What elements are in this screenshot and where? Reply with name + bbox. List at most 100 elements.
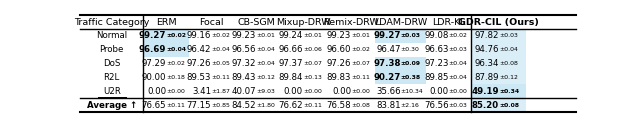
Text: 99.23: 99.23	[232, 31, 257, 40]
Text: ±2.16: ±2.16	[401, 103, 420, 108]
Text: 96.63: 96.63	[424, 45, 449, 54]
Bar	[143, 29, 189, 43]
Bar	[471, 84, 526, 98]
Text: ±0.07: ±0.07	[303, 61, 322, 66]
Text: ±0.85: ±0.85	[211, 103, 230, 108]
Text: ±0.05: ±0.05	[211, 61, 230, 66]
Text: ±0.07: ±0.07	[351, 61, 370, 66]
Text: Probe: Probe	[100, 45, 124, 54]
Text: Remix-DRW: Remix-DRW	[323, 18, 379, 27]
Text: 90.27: 90.27	[373, 73, 401, 82]
Text: ±0.08: ±0.08	[351, 103, 370, 108]
Text: ±0.04: ±0.04	[166, 47, 186, 52]
Text: ±0.01: ±0.01	[257, 33, 275, 38]
Text: ±0.11: ±0.11	[303, 103, 322, 108]
Text: 96.56: 96.56	[232, 45, 257, 54]
Text: 99.27: 99.27	[138, 31, 166, 40]
Text: ±0.06: ±0.06	[303, 47, 322, 52]
Text: ±10.34: ±10.34	[401, 89, 423, 94]
Bar	[471, 29, 526, 43]
Text: Normal: Normal	[96, 31, 127, 40]
Text: ±9.03: ±9.03	[257, 89, 275, 94]
Text: 99.23: 99.23	[326, 31, 351, 40]
Text: ±0.00: ±0.00	[303, 89, 322, 94]
Text: ±0.34: ±0.34	[499, 89, 519, 94]
Text: ±0.13: ±0.13	[303, 75, 322, 80]
Text: 96.60: 96.60	[326, 45, 351, 54]
Text: Mixup-DRW: Mixup-DRW	[276, 18, 330, 27]
Text: ±0.01: ±0.01	[351, 33, 370, 38]
Text: 97.32: 97.32	[232, 59, 257, 68]
Text: U2R: U2R	[103, 87, 121, 96]
Text: 97.29: 97.29	[141, 59, 166, 68]
Text: ±0.04: ±0.04	[499, 47, 518, 52]
Text: 99.16: 99.16	[187, 31, 211, 40]
Text: ±0.04: ±0.04	[449, 61, 468, 66]
Text: ±0.01: ±0.01	[303, 33, 322, 38]
Text: 0.00: 0.00	[429, 87, 449, 96]
Text: 89.83: 89.83	[326, 73, 351, 82]
Text: ±0.00: ±0.00	[166, 89, 185, 94]
Text: 89.84: 89.84	[278, 73, 303, 82]
Bar	[375, 57, 426, 71]
Bar	[471, 71, 526, 84]
Text: ±0.03: ±0.03	[449, 103, 468, 108]
Text: 89.53: 89.53	[187, 73, 211, 82]
Text: 85.20: 85.20	[472, 101, 499, 110]
Text: GDR-CIL (Ours): GDR-CIL (Ours)	[458, 18, 540, 27]
Text: ±0.18: ±0.18	[166, 75, 185, 80]
Text: 96.42: 96.42	[187, 45, 211, 54]
Text: ±0.04: ±0.04	[257, 47, 275, 52]
Bar	[375, 29, 426, 43]
Text: ±0.08: ±0.08	[499, 61, 518, 66]
Text: 99.24: 99.24	[278, 31, 303, 40]
Text: ±0.11: ±0.11	[166, 103, 185, 108]
Text: 83.81: 83.81	[376, 101, 401, 110]
Text: 35.66: 35.66	[376, 87, 401, 96]
Text: 97.37: 97.37	[278, 59, 303, 68]
Text: 84.52: 84.52	[232, 101, 257, 110]
Text: 97.26: 97.26	[187, 59, 211, 68]
Text: ±0.03: ±0.03	[449, 47, 468, 52]
Text: ±0.04: ±0.04	[449, 75, 468, 80]
Text: ±0.04: ±0.04	[257, 61, 275, 66]
Text: 94.76: 94.76	[474, 45, 499, 54]
Bar	[471, 98, 526, 112]
Text: 76.58: 76.58	[326, 101, 351, 110]
Text: ±0.08: ±0.08	[499, 103, 519, 108]
Text: 89.85: 89.85	[424, 73, 449, 82]
Text: ±0.03: ±0.03	[499, 33, 518, 38]
Text: 97.38: 97.38	[373, 59, 401, 68]
Text: 96.47: 96.47	[376, 45, 401, 54]
Text: 97.26: 97.26	[326, 59, 351, 68]
Text: 89.43: 89.43	[232, 73, 257, 82]
Text: Traffic Category: Traffic Category	[74, 18, 149, 27]
Text: Average ↑: Average ↑	[86, 101, 137, 110]
Bar	[471, 57, 526, 71]
Text: 76.62: 76.62	[278, 101, 303, 110]
Text: ±1.87: ±1.87	[211, 89, 230, 94]
Text: ±0.02: ±0.02	[166, 61, 185, 66]
Text: LDR-KL: LDR-KL	[432, 18, 465, 27]
Bar	[471, 43, 526, 57]
Bar	[471, 84, 526, 98]
Text: ±0.02: ±0.02	[166, 33, 186, 38]
Text: ±0.11: ±0.11	[351, 75, 370, 80]
Text: 87.89: 87.89	[474, 73, 499, 82]
Text: ±0.30: ±0.30	[401, 47, 420, 52]
Text: ±0.00: ±0.00	[449, 89, 468, 94]
Text: ±0.02: ±0.02	[351, 47, 370, 52]
Text: LDAM-DRW: LDAM-DRW	[374, 18, 428, 27]
Text: 77.15: 77.15	[187, 101, 211, 110]
Text: R2L: R2L	[104, 73, 120, 82]
Text: ±0.09: ±0.09	[401, 61, 420, 66]
Text: 76.65: 76.65	[141, 101, 166, 110]
Bar	[375, 71, 426, 84]
Text: ±0.11: ±0.11	[211, 75, 230, 80]
Text: ±1.80: ±1.80	[257, 103, 275, 108]
Text: 96.69: 96.69	[139, 45, 166, 54]
Text: 0.00: 0.00	[332, 87, 351, 96]
Text: ±0.02: ±0.02	[211, 33, 230, 38]
Text: 40.07: 40.07	[232, 87, 257, 96]
Text: 3.41: 3.41	[192, 87, 211, 96]
